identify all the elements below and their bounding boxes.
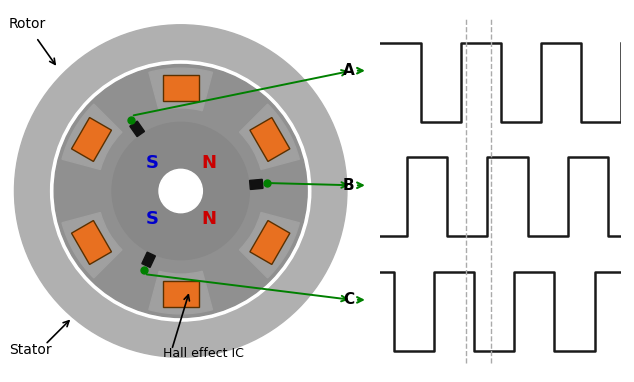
Text: S: S (146, 210, 159, 228)
Text: N: N (202, 210, 216, 228)
Polygon shape (130, 121, 145, 137)
Polygon shape (250, 179, 263, 189)
Wedge shape (62, 212, 122, 278)
Wedge shape (149, 68, 212, 111)
Wedge shape (149, 271, 212, 314)
Text: Hall effect IC: Hall effect IC (162, 347, 243, 360)
Wedge shape (114, 124, 181, 191)
Circle shape (51, 61, 311, 321)
Text: N: N (202, 154, 216, 172)
Wedge shape (181, 124, 247, 191)
Text: Stator: Stator (9, 343, 51, 357)
Text: S: S (146, 154, 159, 172)
Polygon shape (250, 118, 290, 162)
Circle shape (112, 122, 249, 260)
Wedge shape (62, 104, 122, 170)
Polygon shape (162, 75, 199, 100)
Polygon shape (250, 220, 290, 264)
Circle shape (54, 65, 307, 317)
Wedge shape (114, 191, 181, 258)
Text: A: A (343, 63, 354, 78)
Polygon shape (72, 118, 112, 162)
Circle shape (159, 169, 202, 213)
Circle shape (15, 25, 347, 357)
Text: C: C (343, 292, 354, 308)
Polygon shape (142, 252, 155, 267)
Polygon shape (72, 220, 112, 264)
Wedge shape (240, 104, 299, 170)
Wedge shape (240, 212, 299, 278)
Text: B: B (343, 178, 354, 193)
Polygon shape (162, 282, 198, 307)
Wedge shape (181, 191, 247, 258)
Text: Rotor: Rotor (9, 17, 46, 31)
